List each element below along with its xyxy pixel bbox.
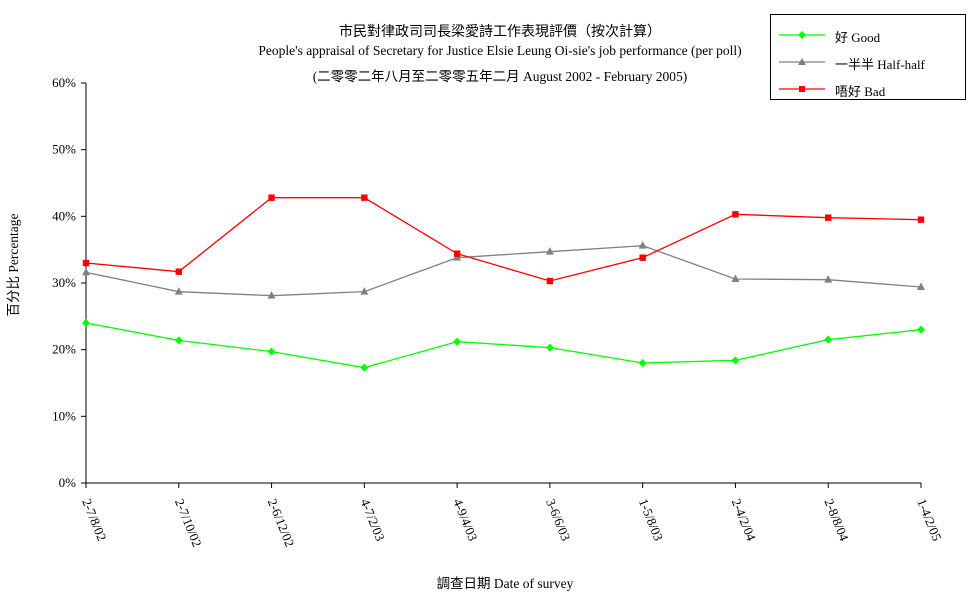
legend-label-good: 好 Good	[835, 30, 881, 45]
data-point	[361, 194, 368, 201]
data-point	[268, 194, 275, 201]
data-point	[82, 267, 90, 276]
data-point	[731, 356, 740, 365]
x-tick-label: 1-5/8/03	[636, 497, 666, 543]
y-tick-label: 30%	[52, 275, 76, 290]
x-tick-label: 3-6/6/03	[543, 497, 573, 543]
data-point	[453, 337, 462, 346]
data-point	[824, 275, 833, 283]
data-point	[267, 347, 276, 356]
y-tick-label: 40%	[52, 208, 76, 223]
series-line	[85, 245, 922, 297]
data-point	[917, 216, 925, 223]
data-point	[731, 274, 740, 282]
data-point	[824, 335, 833, 344]
legend-item-bad: 唔好 Bad	[777, 79, 963, 99]
data-point	[546, 277, 554, 285]
legend-swatch-half-half	[779, 58, 825, 65]
x-tick-label: 2-8/8/04	[821, 497, 852, 544]
data-point	[360, 287, 369, 295]
data-point	[545, 247, 554, 255]
chart-date-range: (二零零二年八月至二零零五年二月 August 2002 - February …	[312, 69, 688, 84]
x-axis-label: 調查日期 Date of survey	[436, 576, 574, 591]
chart-subtitle: People's appraisal of Secretary for Just…	[258, 43, 742, 58]
y-tick-label: 20%	[52, 342, 76, 357]
x-tick-label: 2-7/8/02	[79, 497, 109, 543]
x-tick-label: 2-4/2/04	[729, 497, 760, 544]
legend-label-half-half: 一半半 Half-half	[835, 57, 925, 72]
y-axis-label: 百分比 Percentage	[6, 213, 21, 317]
data-point	[638, 359, 647, 367]
data-point	[545, 343, 554, 352]
data-point	[174, 336, 183, 345]
legend-item-half-half: 一半半 Half-half	[777, 52, 963, 72]
data-point	[82, 259, 90, 267]
data-point	[639, 254, 646, 261]
legend-item-good: 好 Good	[777, 25, 963, 45]
data-point	[917, 325, 925, 334]
data-point	[453, 253, 462, 261]
series-line	[85, 197, 922, 282]
data-point	[174, 287, 183, 295]
y-tick-label: 0%	[59, 475, 77, 490]
legend: 好 Good 一半半 Half-half 唔好 Bad	[770, 14, 966, 100]
x-tick-label: 4-7/2/03	[358, 497, 388, 543]
legend-label-bad: 唔好 Bad	[835, 84, 886, 99]
data-point	[360, 363, 369, 372]
data-point	[732, 211, 739, 218]
data-point	[638, 241, 647, 249]
data-point	[82, 319, 90, 327]
legend-swatch-good	[779, 31, 825, 39]
data-point	[917, 282, 925, 290]
series-line	[85, 322, 922, 369]
y-tick-label: 10%	[52, 408, 76, 423]
data-point	[825, 214, 832, 221]
chart-title: 市民對律政司司長梁愛詩工作表現評價（按次計算）	[339, 25, 661, 40]
data-point	[453, 250, 461, 257]
y-tick-label: 50%	[52, 142, 76, 157]
y-tick-label: 60%	[52, 75, 76, 90]
x-tick-label: 2-7/10/02	[172, 497, 205, 549]
x-tick-label: 1-4/2/05	[914, 497, 944, 543]
x-tick-label: 4-9/4/03	[450, 497, 480, 543]
data-point	[175, 268, 182, 275]
legend-swatch-bad	[779, 86, 825, 92]
x-tick-label: 2-6/12/02	[265, 497, 298, 549]
data-point	[267, 291, 276, 299]
